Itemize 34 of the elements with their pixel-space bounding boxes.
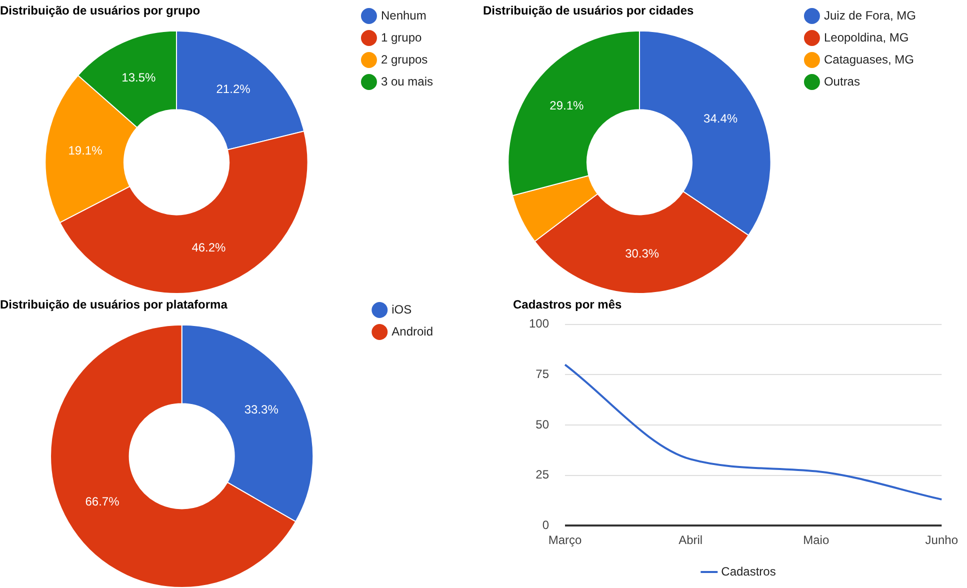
legend-label: Cataguases, MG bbox=[824, 52, 914, 66]
data-label: 21.2% bbox=[216, 82, 251, 96]
x-tick-label: Junho bbox=[925, 533, 958, 548]
chart-title: Distribuição de usuários por cidades bbox=[483, 4, 694, 18]
legend-label: 1 grupo bbox=[380, 30, 422, 44]
y-tick-label: 25 bbox=[536, 468, 550, 482]
y-tick-label: 100 bbox=[528, 316, 550, 331]
data-label: 66.7% bbox=[85, 494, 120, 509]
y-tick-label: 75 bbox=[536, 367, 550, 382]
chart-title: Cadastros por mês bbox=[513, 298, 622, 312]
x-tick-label: Março bbox=[548, 533, 582, 548]
y-tick-label: 0 bbox=[542, 518, 550, 532]
legend-label: Juiz de Fora, MG bbox=[824, 8, 916, 22]
chart-title: Distribuição de usuários por plataforma bbox=[0, 298, 228, 312]
data-label: 19.1% bbox=[68, 143, 103, 158]
x-tick-label: Maio bbox=[803, 533, 830, 548]
legend-label: Cadastros bbox=[721, 564, 776, 578]
legend-label: Outras bbox=[824, 74, 860, 88]
data-label: 34.4% bbox=[704, 111, 738, 126]
chart-title: Distribuição de usuários por grupo bbox=[0, 4, 200, 18]
data-label: 30.3% bbox=[625, 246, 660, 260]
data-label: 29.1% bbox=[550, 98, 584, 112]
y-tick-label: 50 bbox=[536, 417, 550, 432]
data-label: 46.2% bbox=[192, 240, 226, 255]
legend-label: iOS bbox=[392, 302, 412, 316]
legend-label: 2 grupos bbox=[380, 52, 428, 66]
line-series bbox=[564, 364, 943, 500]
legend-label: Android bbox=[392, 324, 434, 338]
legend-label: 3 ou mais bbox=[380, 74, 434, 88]
legend-label: Leopoldina, MG bbox=[824, 30, 909, 44]
data-label: 13.5% bbox=[122, 70, 156, 85]
data-label: 33.3% bbox=[244, 402, 279, 416]
x-tick-label: Abril bbox=[678, 533, 703, 548]
legend-label: Nenhum bbox=[380, 8, 426, 22]
